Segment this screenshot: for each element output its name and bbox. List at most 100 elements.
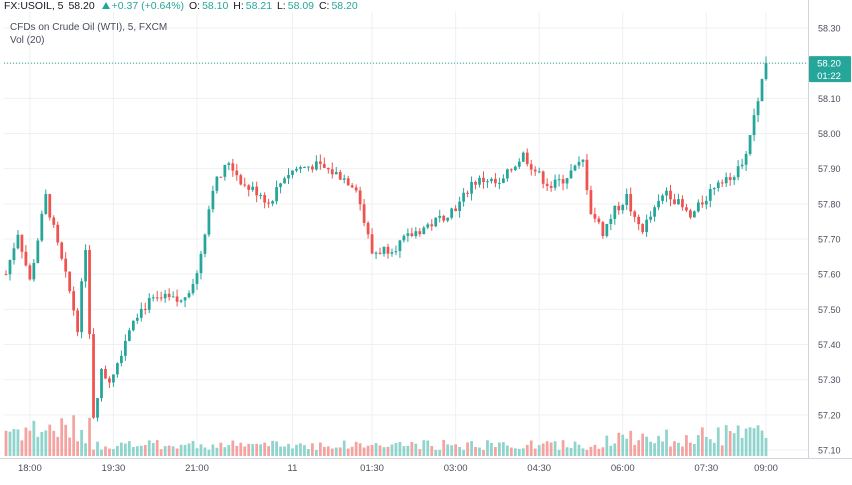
candle-body bbox=[700, 202, 704, 205]
volume-bar bbox=[609, 445, 613, 456]
candle-body bbox=[525, 152, 529, 165]
candle-body bbox=[502, 178, 505, 183]
candle-body bbox=[732, 177, 736, 181]
candle-body bbox=[68, 271, 72, 292]
candle-body bbox=[541, 171, 545, 184]
volume-bar bbox=[585, 449, 589, 456]
candle-body bbox=[112, 374, 115, 383]
candle-body bbox=[227, 163, 231, 165]
candle-body bbox=[20, 234, 24, 252]
volume-bar bbox=[116, 445, 119, 456]
candle-body bbox=[382, 246, 386, 254]
open-value: 58.10 bbox=[202, 0, 229, 12]
volume-bar bbox=[187, 443, 191, 456]
candle-body bbox=[203, 234, 207, 254]
candle-body bbox=[239, 175, 243, 185]
volume-bar bbox=[374, 443, 378, 456]
candle-body bbox=[625, 194, 629, 205]
volume-bar bbox=[314, 449, 318, 456]
volume-bar bbox=[271, 440, 274, 456]
volume-bar bbox=[318, 442, 322, 456]
candle-body bbox=[366, 222, 370, 235]
candle-body bbox=[72, 291, 76, 311]
volume-bar bbox=[430, 446, 434, 456]
candle-body bbox=[243, 184, 247, 186]
volume-bar bbox=[442, 440, 446, 456]
candle-body bbox=[48, 194, 52, 218]
volume-bar bbox=[219, 442, 223, 456]
candle-body bbox=[744, 153, 748, 165]
candle-body bbox=[247, 185, 251, 190]
candle-body bbox=[681, 199, 684, 208]
candle-body bbox=[123, 340, 127, 356]
volume-bar bbox=[24, 427, 28, 456]
volume-bar bbox=[756, 425, 760, 456]
volume-bar bbox=[557, 449, 561, 456]
x-tick-label: 09:00 bbox=[754, 463, 778, 474]
candle-body bbox=[573, 165, 577, 171]
volume-bar bbox=[295, 444, 298, 456]
y-tick-label: 57.50 bbox=[818, 305, 841, 315]
volume-bar bbox=[764, 438, 768, 456]
candle-body bbox=[597, 218, 601, 223]
volume-bar bbox=[478, 447, 481, 456]
candle-body bbox=[517, 161, 521, 167]
symbol-header: FX:USOIL, 5 58.20 +0.37 (+0.64%) O: 58.10… bbox=[4, 0, 360, 14]
volume-bar bbox=[20, 440, 24, 456]
candle-body bbox=[529, 164, 533, 170]
candle-body bbox=[740, 164, 744, 167]
candle-body bbox=[211, 190, 215, 210]
volume-bar bbox=[131, 446, 135, 456]
volume-bar bbox=[681, 446, 684, 456]
candle-body bbox=[80, 281, 83, 333]
volume-bar bbox=[179, 444, 183, 456]
volume-bar bbox=[227, 445, 231, 456]
volume-bar bbox=[617, 432, 621, 456]
volume-bar bbox=[255, 443, 259, 456]
candle-body bbox=[390, 252, 394, 254]
candle-body bbox=[466, 192, 469, 194]
candle-body bbox=[470, 181, 473, 194]
candle-body bbox=[712, 187, 716, 190]
symbol-label[interactable]: FX:USOIL, 5 bbox=[4, 0, 64, 12]
candle-body bbox=[553, 179, 557, 188]
volume-legend[interactable]: Vol (20) bbox=[10, 35, 45, 46]
volume-bar bbox=[299, 443, 302, 456]
candle-body bbox=[151, 297, 155, 299]
volume-bar bbox=[104, 446, 107, 456]
volume-bar bbox=[330, 448, 334, 456]
candle-body bbox=[231, 163, 235, 171]
candle-body bbox=[685, 207, 688, 211]
volume-bar bbox=[135, 446, 139, 456]
volume-bar bbox=[28, 430, 32, 456]
y-tick-label: 58.10 bbox=[818, 94, 841, 104]
volume-bar bbox=[665, 429, 668, 456]
y-tick-label: 57.30 bbox=[818, 375, 841, 385]
series-legend[interactable]: CFDs on Crude Oil (WTI), 5, FXCM bbox=[10, 22, 168, 33]
candle-body bbox=[299, 167, 302, 169]
candle-body bbox=[498, 182, 501, 184]
volume-bar bbox=[700, 427, 704, 456]
candle-body bbox=[661, 195, 664, 201]
volume-bar bbox=[346, 448, 350, 456]
candle-body bbox=[720, 182, 724, 184]
candle-body bbox=[402, 235, 406, 241]
y-tick-label: 57.40 bbox=[818, 340, 841, 350]
volume-bar bbox=[239, 442, 243, 456]
volume-bar bbox=[378, 445, 382, 456]
candle-body bbox=[330, 169, 334, 175]
candle-body bbox=[557, 179, 561, 181]
volume-bar bbox=[593, 444, 597, 456]
volume-bar bbox=[605, 435, 609, 456]
candle-body bbox=[490, 178, 493, 182]
candle-body bbox=[605, 223, 609, 237]
volume-bar bbox=[720, 445, 724, 456]
volume-bar bbox=[450, 445, 454, 456]
volume-bar bbox=[577, 444, 581, 456]
volume-bar bbox=[470, 441, 473, 456]
volume-bar bbox=[223, 447, 227, 456]
candle-body bbox=[318, 161, 322, 164]
candle-body bbox=[139, 308, 143, 318]
volume-bar bbox=[462, 449, 465, 456]
